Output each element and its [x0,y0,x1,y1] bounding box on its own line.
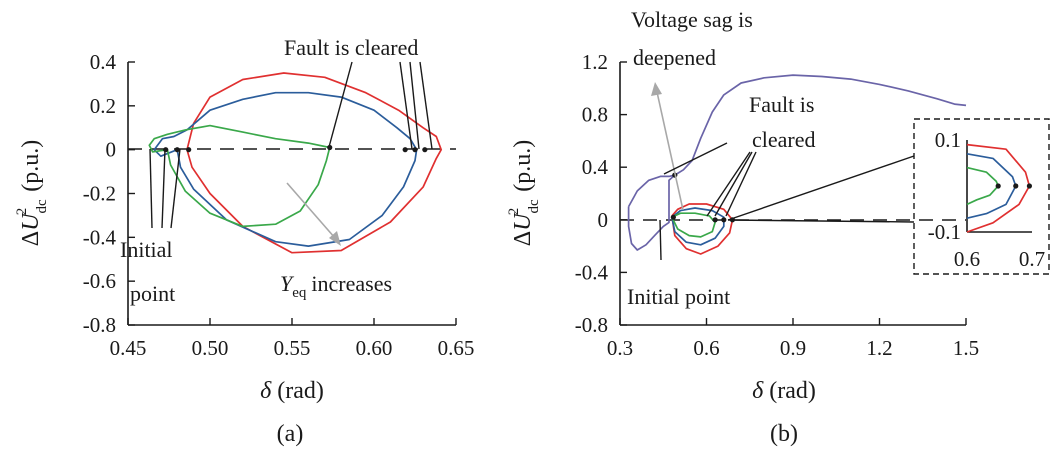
x-tick-label: 1.5 [953,336,979,360]
chart-a-caption: (a) [277,421,304,447]
x-tick-label: 0.50 [192,336,229,360]
y-tick-label: -0.6 [83,269,116,293]
marker-point [412,147,418,153]
y-tick-label: -0.8 [83,313,116,337]
y-tick-label: 0 [106,138,117,162]
marker-point [163,147,169,153]
y-tick-label: 0.8 [582,103,608,127]
inset-zoom: 0.6 0.7 0.1 -0.1 [913,118,1050,275]
svg-text:ΔUdc2 (p.u.): ΔUdc2 (p.u.) [506,140,542,246]
inset-marker [995,183,1001,189]
x-tick-label: 0.55 [274,336,311,360]
voltage-sag-label-line2: deepened [633,45,716,70]
initial-point-label-a-line1: Initial [120,237,173,262]
fault-cleared-label-a: Fault is cleared [284,35,418,60]
green-trajectory [671,212,716,238]
sag-arrow [651,82,684,211]
chart-a-leaders [149,61,433,229]
y-tick-label: -0.4 [83,225,117,249]
yeq-arrow [286,182,341,246]
y-tick-label: -0.2 [83,182,116,206]
purple-trajectory [627,174,675,208]
chart-a-x-label: δ (rad) [260,378,324,404]
red-trajectory [186,72,443,254]
marker-point [402,147,408,153]
chart-a: 0.45 0.50 0.55 0.60 0.65 0.4 0.2 0 -0.2 -0.4 -0.6 -… [14,35,474,447]
marker-point [721,217,727,223]
fault-cleared-label-b-line2: cleared [752,127,816,152]
inset-marker [1026,183,1032,189]
marker-point [670,214,676,220]
yeq-increases-label: Yeq increases [280,271,392,301]
x-tick-label: 0.6 [693,336,719,360]
blue-trajectory [671,207,725,246]
y-tick-label: 0.2 [90,94,116,118]
x-tick-label: 0.60 [356,336,393,360]
x-tick-label: 0.3 [607,336,633,360]
y-tick-label: -0.8 [575,313,608,337]
inset-y-tick-label: -0.1 [928,220,961,244]
chart-b-caption: (b) [770,421,798,447]
inset-x-tick-label: 0.7 [1019,247,1045,271]
x-tick-label: 0.65 [438,336,475,360]
y-tick-label: 1.2 [582,50,608,74]
green-trajectory [148,124,331,228]
marker-point [327,144,333,151]
chart-b-y-label: ΔUdc2 (p.u.) [506,140,542,246]
y-tick-label: 0 [598,208,609,232]
initial-point-label-a-line2: point [130,281,175,306]
chart-b: 0.3 0.6 0.9 1.2 1.5 1.2 0.8 0.4 0 -0.4 -0.8 Voltag… [506,7,1050,447]
inset-marker [1013,183,1019,189]
y-tick-label: -0.4 [575,260,609,284]
inset-blue-trajectory [966,152,1017,220]
red-trajectory [671,203,734,255]
x-tick-label: 0.45 [110,336,147,360]
blue-trajectory [153,91,418,247]
chart-b-x-label: δ (rad) [752,378,816,404]
voltage-sag-label-line1: Voltage sag is [631,7,753,32]
y-tick-label: 0.4 [90,50,117,74]
y-tick-label: 0.4 [582,155,609,179]
x-tick-label: 1.2 [866,336,892,360]
inset-y-tick-label: 0.1 [935,128,961,152]
marker-point [174,147,180,153]
svg-text:ΔUdc2 (p.u.): ΔUdc2 (p.u.) [14,140,50,246]
x-tick-label: 0.9 [780,336,806,360]
fault-cleared-label-b-line1: Fault is [749,92,814,117]
chart-a-y-label: ΔUdc2 (p.u.) [14,140,50,246]
inset-frame [913,118,1050,275]
marker-point [422,147,428,153]
initial-point-label-b: Initial point [627,284,730,309]
inset-green-trajectory [966,166,1000,206]
chart-b-leaders [659,142,915,261]
marker-point [186,147,192,153]
purple-trajectory [627,74,967,251]
marker-point [712,217,718,223]
inset-x-tick-label: 0.6 [954,247,980,271]
